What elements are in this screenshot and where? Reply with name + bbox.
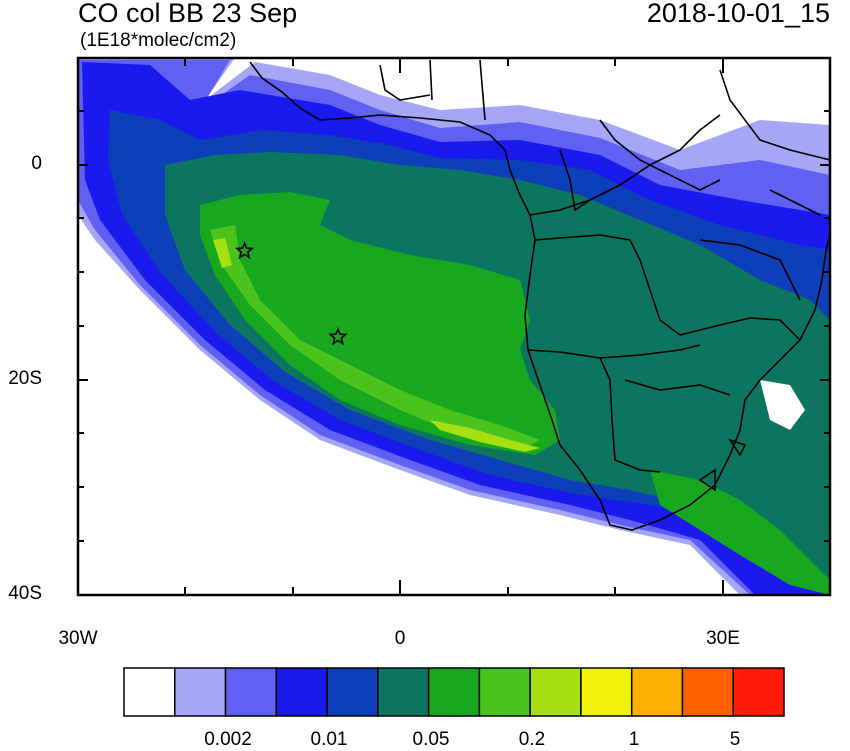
colorbar-swatch-4 [326,667,379,717]
x-tick-0: 0 [394,628,406,649]
colorbar-swatch-1 [174,667,227,717]
y-tick-40s: 40S [8,583,42,604]
colorbar-label-1: 1 [628,729,640,750]
colorbar-swatch-7 [478,667,531,717]
coastlines [249,59,830,531]
y-tick-20s: 20S [8,368,42,389]
x-tick-30e: 30E [706,628,740,649]
y-tick-0: 0 [31,153,42,174]
colorbar-swatch-6 [427,667,481,717]
star-marker-2 [328,326,348,346]
colorbar-swatch-2 [224,667,278,717]
colorbar-swatch-0 [123,667,176,717]
timestamp-label: 2018-10-01_15 [646,0,830,28]
colorbar-swatch-8 [529,667,582,717]
units-label: (1E18*molec/cm2) [80,30,237,51]
colorbar-swatch-11 [681,667,734,717]
colorbar-label-5: 5 [729,729,741,750]
colorbar-label-0.01: 0.01 [310,729,348,750]
colorbar [123,667,785,717]
co-plume-field [78,58,830,595]
markers-layer [234,240,348,346]
colorbar-swatch-12 [732,667,785,717]
colorbar-swatch-3 [275,667,328,717]
colorbar-label-0.2: 0.2 [518,729,546,750]
colorbar-swatch-10 [630,667,684,717]
colorbar-label-0.05: 0.05 [412,729,450,750]
x-tick-30w: 30W [58,628,98,649]
colorbar-swatch-5 [377,667,430,717]
colorbar-swatch-9 [580,667,633,717]
colorbar-label-0.002: 0.002 [204,729,252,750]
star-marker-1 [234,240,255,260]
map-title: CO col BB 23 Sep [78,0,298,28]
axis-ticks [77,58,831,596]
